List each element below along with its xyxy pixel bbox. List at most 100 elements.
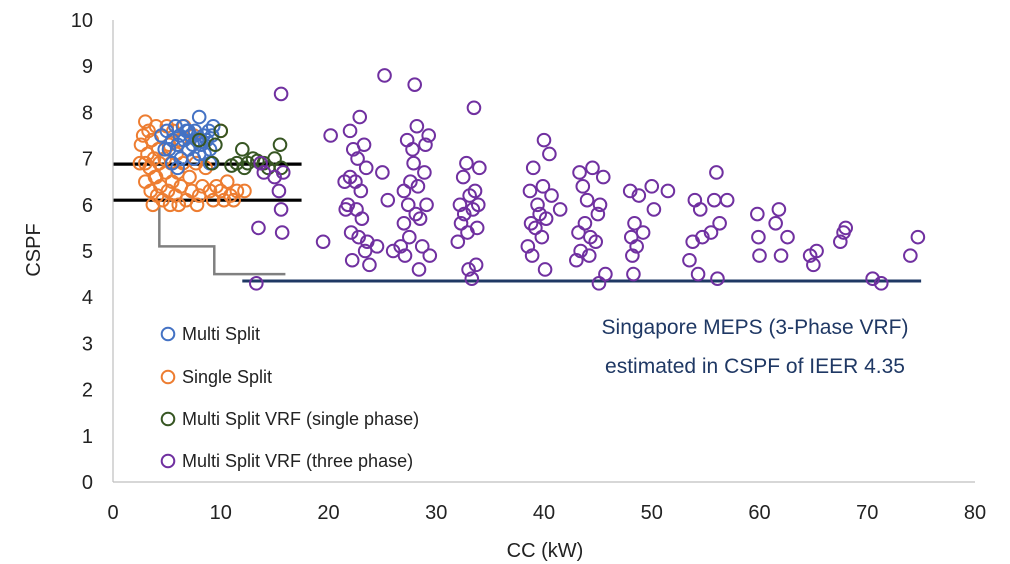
data-point (157, 142, 173, 157)
data-points (132, 68, 926, 291)
data-point (635, 225, 651, 240)
data-point (356, 137, 372, 153)
data-point (579, 192, 595, 208)
data-point (459, 155, 474, 171)
data-point (573, 243, 588, 259)
data-point (585, 160, 600, 176)
y-tick-label: 4 (82, 287, 93, 309)
data-point (466, 100, 482, 116)
x-tick-label: 80 (964, 502, 986, 524)
data-point (418, 137, 433, 153)
data-point (809, 243, 824, 259)
data-point (544, 188, 559, 203)
data-point (162, 197, 178, 213)
data-point (712, 215, 727, 231)
data-point (397, 248, 413, 263)
data-point (315, 234, 331, 250)
data-point (354, 211, 370, 226)
data-point (253, 155, 268, 171)
data-point (273, 86, 289, 102)
data-point (195, 179, 210, 194)
data-point (472, 160, 487, 176)
data-point (660, 183, 676, 199)
data-point (542, 146, 557, 162)
data-point (520, 239, 536, 254)
axes: 0 10 20 30 40 50 60 70 80 0 1 2 3 4 5 6 7 8 9 10 (71, 10, 986, 524)
data-point (213, 123, 229, 139)
data-point (344, 252, 360, 268)
data-point (552, 202, 568, 217)
data-point (267, 169, 282, 185)
data-point (170, 160, 185, 176)
data-point (412, 211, 428, 226)
data-point (865, 271, 880, 287)
data-point (838, 220, 854, 236)
y-tick-label: 2 (82, 380, 93, 402)
y-tick-label: 8 (82, 102, 93, 124)
data-point (351, 229, 366, 245)
legend-marker (160, 369, 176, 385)
data-point (191, 109, 207, 125)
data-point (358, 160, 374, 176)
data-point (400, 197, 416, 213)
data-point (272, 137, 288, 153)
data-point (910, 229, 926, 245)
legend-label: Multi Split VRF (three phase) (182, 451, 413, 471)
data-point (421, 128, 437, 143)
data-point (750, 206, 765, 222)
data-point (340, 197, 356, 213)
data-point (873, 276, 889, 291)
data-point (237, 183, 252, 199)
data-point (523, 215, 539, 231)
data-point (530, 197, 545, 213)
x-tick-label: 60 (748, 502, 770, 524)
data-point (629, 239, 644, 254)
data-point (571, 225, 586, 240)
step-line (158, 207, 286, 276)
data-point (343, 225, 359, 240)
data-point (352, 109, 368, 125)
x-tick-label: 20 (317, 502, 339, 524)
data-point (595, 169, 611, 185)
data-point (522, 183, 538, 199)
annotation-line-2: estimated in CSPF of IEER 4.35 (605, 355, 905, 378)
x-tick-label: 10 (210, 502, 232, 524)
data-point (411, 262, 427, 277)
data-point (461, 262, 476, 277)
data-point (409, 118, 425, 134)
data-point (204, 155, 220, 171)
data-point (646, 202, 662, 217)
data-point (219, 174, 235, 189)
legend-marker (160, 453, 176, 469)
x-tick-label: 70 (856, 502, 878, 524)
data-point (780, 229, 795, 245)
data-point (171, 197, 187, 213)
data-point (627, 215, 642, 231)
legend-label: Multi Split VRF (single phase) (182, 409, 419, 429)
data-point (450, 234, 466, 250)
x-tick-label: 0 (107, 502, 118, 524)
data-point (353, 183, 369, 199)
y-tick-label: 0 (82, 472, 93, 494)
data-point (160, 183, 176, 199)
data-point (410, 179, 426, 194)
x-axis-title: CC (kW) (507, 540, 584, 562)
data-point (229, 183, 245, 199)
data-point (407, 77, 423, 92)
y-tick-label: 1 (82, 426, 93, 448)
data-point (273, 202, 289, 217)
data-point (569, 252, 584, 268)
data-point (393, 239, 408, 254)
meps-annotation: Singapore MEPS (3-Phase VRF) estimated i… (602, 316, 909, 378)
data-point (275, 165, 291, 180)
data-point (644, 179, 660, 194)
data-point (189, 197, 205, 213)
data-point (250, 153, 265, 169)
data-point (452, 197, 468, 213)
y-tick-label: 9 (82, 56, 93, 78)
data-point (525, 160, 541, 176)
data-point (590, 206, 606, 222)
data-point (538, 211, 554, 226)
data-point (709, 165, 724, 180)
